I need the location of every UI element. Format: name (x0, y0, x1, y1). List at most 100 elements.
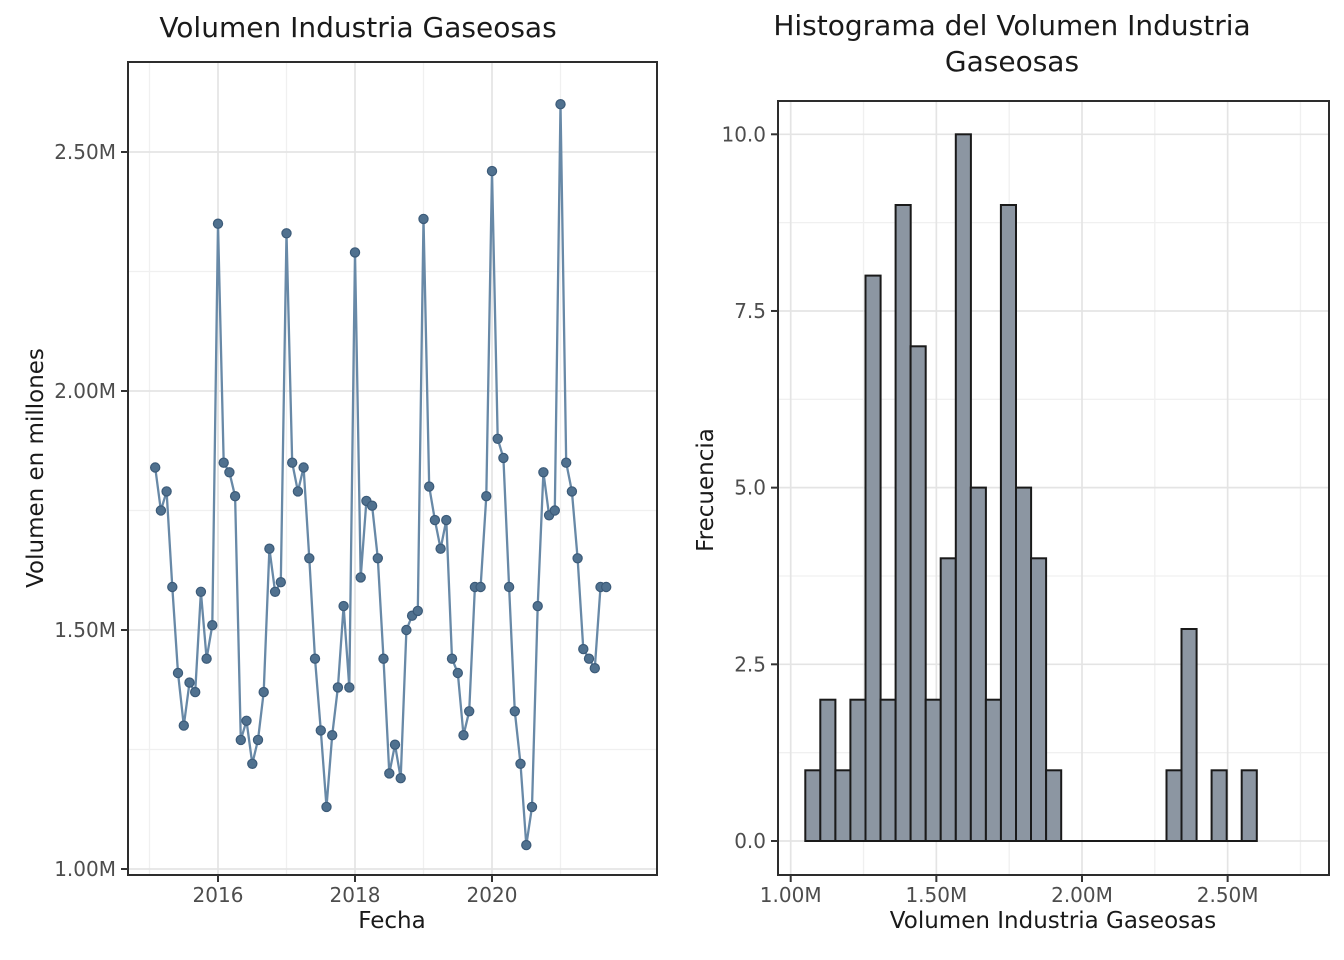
data-point (549, 505, 561, 516)
data-point (298, 462, 309, 473)
histogram-bar (954, 133, 972, 843)
panel-border (127, 61, 658, 876)
data-point (441, 514, 452, 526)
tick-label: 0.0 (734, 829, 766, 853)
data-point (315, 725, 326, 736)
data-point (304, 553, 315, 564)
data-point (207, 620, 218, 631)
data-point (429, 514, 441, 526)
histogram-bar (894, 204, 912, 842)
data-point (435, 543, 446, 554)
data-point (526, 801, 538, 813)
data-point (189, 686, 201, 698)
data-point (418, 213, 429, 225)
data-point (241, 715, 252, 727)
data-point (269, 586, 281, 598)
data-point (155, 505, 167, 516)
data-point (521, 839, 532, 851)
data-point (481, 491, 492, 502)
histogram-bar (819, 698, 837, 843)
tick-label: 2.5 (734, 652, 766, 676)
data-point (149, 462, 161, 473)
tick-label: 2020 (467, 883, 518, 907)
line-series (154, 103, 607, 847)
data-point (395, 773, 406, 784)
tick-label: 2018 (330, 883, 381, 907)
histogram-bar (834, 769, 852, 842)
data-point (532, 600, 543, 612)
histogram-title: Histograma del Volumen Industria Gaseosa… (773, 9, 1251, 78)
histogram-bar (1030, 557, 1048, 842)
data-point (229, 491, 241, 502)
line-chart-title: Volumen Industria Gaseosas (159, 11, 557, 44)
tick-label: 10.0 (721, 122, 766, 146)
data-point (344, 682, 355, 693)
data-point (235, 734, 246, 746)
tick-label: 1.00M (54, 857, 116, 881)
data-point (287, 457, 298, 468)
data-point (247, 758, 258, 770)
tick-label: 1.00M (760, 883, 822, 907)
data-point (452, 667, 463, 679)
data-point (589, 663, 601, 674)
data-point (201, 653, 212, 664)
data-point (309, 653, 321, 664)
tick-label: 5.0 (734, 476, 766, 500)
data-point (372, 553, 383, 564)
data-point (195, 586, 207, 598)
data-point (412, 605, 423, 617)
data-point (332, 682, 344, 693)
data-point (355, 572, 366, 583)
histogram-bar (984, 698, 1003, 843)
data-point (498, 452, 509, 464)
tick-label: 2016 (193, 883, 244, 907)
data-point (212, 218, 224, 229)
data-point (258, 686, 269, 698)
histogram-bar (939, 557, 957, 842)
data-point (503, 581, 515, 593)
data-point (349, 247, 361, 258)
data-point (583, 653, 595, 664)
data-point (384, 768, 395, 779)
data-point (184, 677, 195, 688)
data-point (161, 486, 172, 497)
data-point (561, 457, 572, 468)
tick-label: 2.00M (54, 379, 116, 403)
histogram-bar (924, 698, 942, 843)
data-point (464, 706, 475, 717)
histogram-bar (1045, 769, 1063, 842)
histogram-bar (999, 204, 1018, 842)
data-point (224, 467, 235, 478)
histogram-bar (1210, 769, 1228, 842)
histogram-bar (804, 769, 822, 842)
histogram-bar (1015, 486, 1033, 842)
histogram-bar (1165, 769, 1183, 842)
data-point (475, 581, 486, 593)
line-chart-x-axis-title: Fecha (358, 908, 426, 934)
tick-label: 1.50M (905, 883, 967, 907)
histogram-bar (864, 274, 882, 843)
data-point (515, 758, 526, 770)
tick-label: 2.00M (1051, 883, 1113, 907)
data-point (458, 730, 469, 741)
data-point (252, 734, 264, 746)
data-point (292, 486, 304, 497)
histogram-bar (1180, 628, 1198, 842)
data-point (486, 165, 498, 177)
histogram-bar (879, 698, 897, 843)
data-point (492, 433, 503, 444)
data-point (401, 624, 412, 636)
tick-label: 2.50M (1197, 883, 1259, 907)
data-point (578, 643, 589, 655)
data-point (321, 801, 332, 813)
data-point (424, 481, 435, 492)
data-point (538, 467, 549, 478)
line-chart-panel: 1.00M 1.50M 2.00M 2.50M 2016 2018 2020 (54, 61, 658, 907)
histogram-bar (969, 486, 987, 842)
histogram-bar (909, 345, 927, 842)
data-point (264, 543, 275, 554)
data-point (389, 739, 401, 750)
histogram-bar (1240, 769, 1258, 842)
